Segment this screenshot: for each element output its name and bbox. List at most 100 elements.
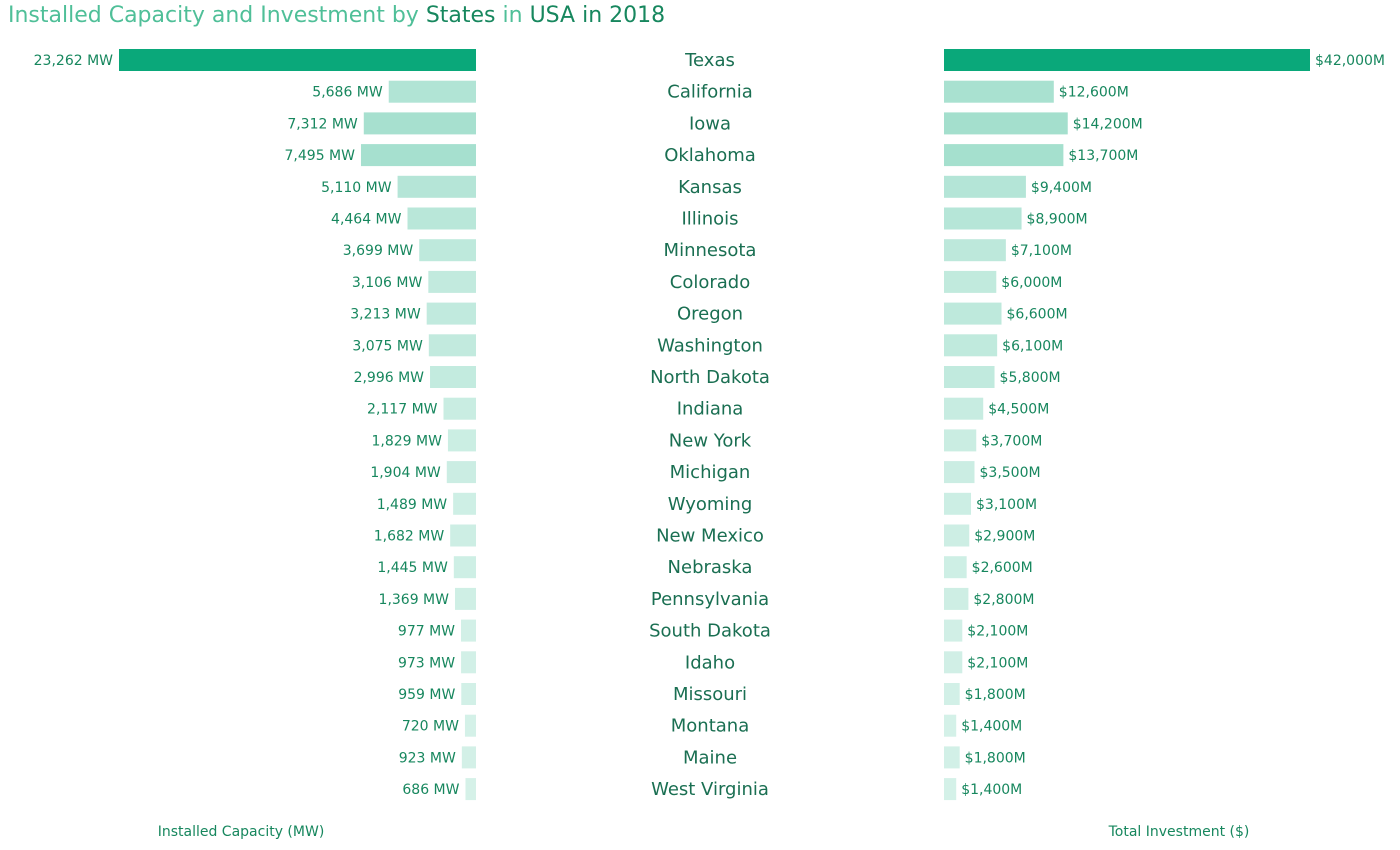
investment-bar-north-dakota <box>944 366 995 388</box>
state-label-washington: Washington <box>657 335 763 356</box>
state-label-missouri: Missouri <box>673 684 747 705</box>
capacity-bar-missouri <box>461 683 476 705</box>
state-label-wyoming: Wyoming <box>668 494 753 515</box>
state-label-pennsylvania: Pennsylvania <box>651 589 769 610</box>
capacity-bar-new-mexico <box>450 524 476 547</box>
state-label-indiana: Indiana <box>677 399 744 420</box>
capacity-label-south-dakota: 977 MW <box>398 624 455 640</box>
title-part-2: in <box>495 3 530 28</box>
state-label-nebraska: Nebraska <box>668 557 753 578</box>
capacity-label-north-dakota: 2,996 MW <box>354 370 425 386</box>
investment-label-idaho: $2,100M <box>967 655 1028 671</box>
investment-label-california: $12,600M <box>1059 85 1129 101</box>
capacity-label-new-york: 1,829 MW <box>371 433 442 449</box>
capacity-label-minnesota: 3,699 MW <box>343 243 414 259</box>
capacity-label-kansas: 5,110 MW <box>321 180 392 196</box>
capacity-label-west-virginia: 686 MW <box>402 782 459 798</box>
investment-bar-new-york <box>944 429 977 452</box>
capacity-bar-kansas <box>397 175 476 198</box>
state-label-maine: Maine <box>683 747 737 768</box>
state-label-oregon: Oregon <box>677 304 743 325</box>
capacity-bar-indiana <box>443 397 476 420</box>
state-label-west-virginia: West Virginia <box>651 779 769 800</box>
capacity-bar-oregon <box>426 302 476 325</box>
investment-bar-west-virginia <box>944 778 957 801</box>
capacity-bar-pennsylvania <box>454 587 476 610</box>
state-label-illinois: Illinois <box>681 209 738 230</box>
capacity-label-california: 5,686 MW <box>312 85 383 101</box>
investment-bar-nebraska <box>944 556 967 579</box>
capacity-label-oregon: 3,213 MW <box>350 307 421 323</box>
right-axis-title: Total Investment ($) <box>1108 824 1250 840</box>
investment-bar-wyoming <box>944 492 972 515</box>
capacity-bar-washington <box>428 334 476 357</box>
investment-label-south-dakota: $2,100M <box>967 624 1028 640</box>
capacity-bar-illinois <box>407 207 476 230</box>
investment-bar-idaho <box>944 651 963 674</box>
investment-label-new-mexico: $2,900M <box>974 529 1035 545</box>
capacity-bar-south-dakota <box>461 619 476 642</box>
title-part-3: USA <box>529 3 576 28</box>
capacity-label-idaho: 973 MW <box>398 655 455 671</box>
state-label-idaho: Idaho <box>685 652 735 673</box>
investment-bar-pennsylvania <box>944 587 969 610</box>
investment-bar-texas <box>944 49 1310 71</box>
capacity-bar-california <box>388 80 476 103</box>
capacity-bar-iowa <box>363 112 476 135</box>
investment-bar-south-dakota <box>944 619 963 642</box>
capacity-bar-west-virginia <box>465 778 476 801</box>
investment-label-minnesota: $7,100M <box>1011 243 1072 259</box>
investment-label-texas: $42,000M <box>1315 53 1385 69</box>
investment-label-illinois: $8,900M <box>1027 212 1088 228</box>
title-part-4: in 2018 <box>575 3 666 28</box>
investment-bar-oregon <box>944 302 1002 325</box>
capacity-bar-nebraska <box>453 556 476 579</box>
capacity-label-washington: 3,075 MW <box>352 338 423 354</box>
capacity-bar-colorado <box>428 270 476 293</box>
investment-label-washington: $6,100M <box>1002 338 1063 354</box>
investment-label-wyoming: $3,100M <box>976 497 1037 513</box>
investment-bar-maine <box>944 746 960 769</box>
investment-bar-california <box>944 80 1054 103</box>
investment-label-oregon: $6,600M <box>1007 307 1068 323</box>
capacity-label-montana: 720 MW <box>402 719 459 735</box>
capacity-label-nebraska: 1,445 MW <box>377 560 448 576</box>
capacity-label-pennsylvania: 1,369 MW <box>379 592 450 608</box>
state-label-texas: Texas <box>684 50 735 71</box>
investment-label-colorado: $6,000M <box>1001 275 1062 291</box>
capacity-label-colorado: 3,106 MW <box>352 275 423 291</box>
capacity-bar-wyoming <box>453 492 476 515</box>
capacity-label-missouri: 959 MW <box>398 687 455 703</box>
investment-bar-new-mexico <box>944 524 970 547</box>
left-axis-title: Installed Capacity (MW) <box>157 824 325 840</box>
capacity-label-oklahoma: 7,495 MW <box>285 148 356 164</box>
capacity-label-new-mexico: 1,682 MW <box>374 529 445 545</box>
investment-bar-washington <box>944 334 998 357</box>
investment-bar-colorado <box>944 270 997 293</box>
state-label-new-mexico: New Mexico <box>656 526 764 547</box>
investment-label-north-dakota: $5,800M <box>1000 370 1061 386</box>
investment-label-west-virginia: $1,400M <box>961 782 1022 798</box>
investment-label-oklahoma: $13,700M <box>1068 148 1138 164</box>
capacity-bar-texas <box>119 49 476 71</box>
capacity-bar-minnesota <box>419 239 476 262</box>
investment-bar-oklahoma <box>944 144 1064 167</box>
investment-label-pennsylvania: $2,800M <box>973 592 1034 608</box>
investment-bar-kansas <box>944 175 1026 198</box>
title-part-1: States <box>425 3 496 28</box>
investment-bar-illinois <box>944 207 1022 230</box>
state-label-new-york: New York <box>669 430 752 451</box>
state-label-south-dakota: South Dakota <box>649 621 771 642</box>
capacity-bar-montana <box>464 714 476 737</box>
state-label-colorado: Colorado <box>670 272 750 293</box>
investment-label-indiana: $4,500M <box>988 402 1049 418</box>
capacity-bar-michigan <box>446 461 476 484</box>
investment-label-maine: $1,800M <box>965 750 1026 766</box>
state-label-oklahoma: Oklahoma <box>664 145 756 166</box>
state-label-montana: Montana <box>671 716 749 737</box>
capacity-bar-oklahoma <box>360 144 476 167</box>
state-label-california: California <box>667 82 752 103</box>
investment-bar-michigan <box>944 461 975 484</box>
